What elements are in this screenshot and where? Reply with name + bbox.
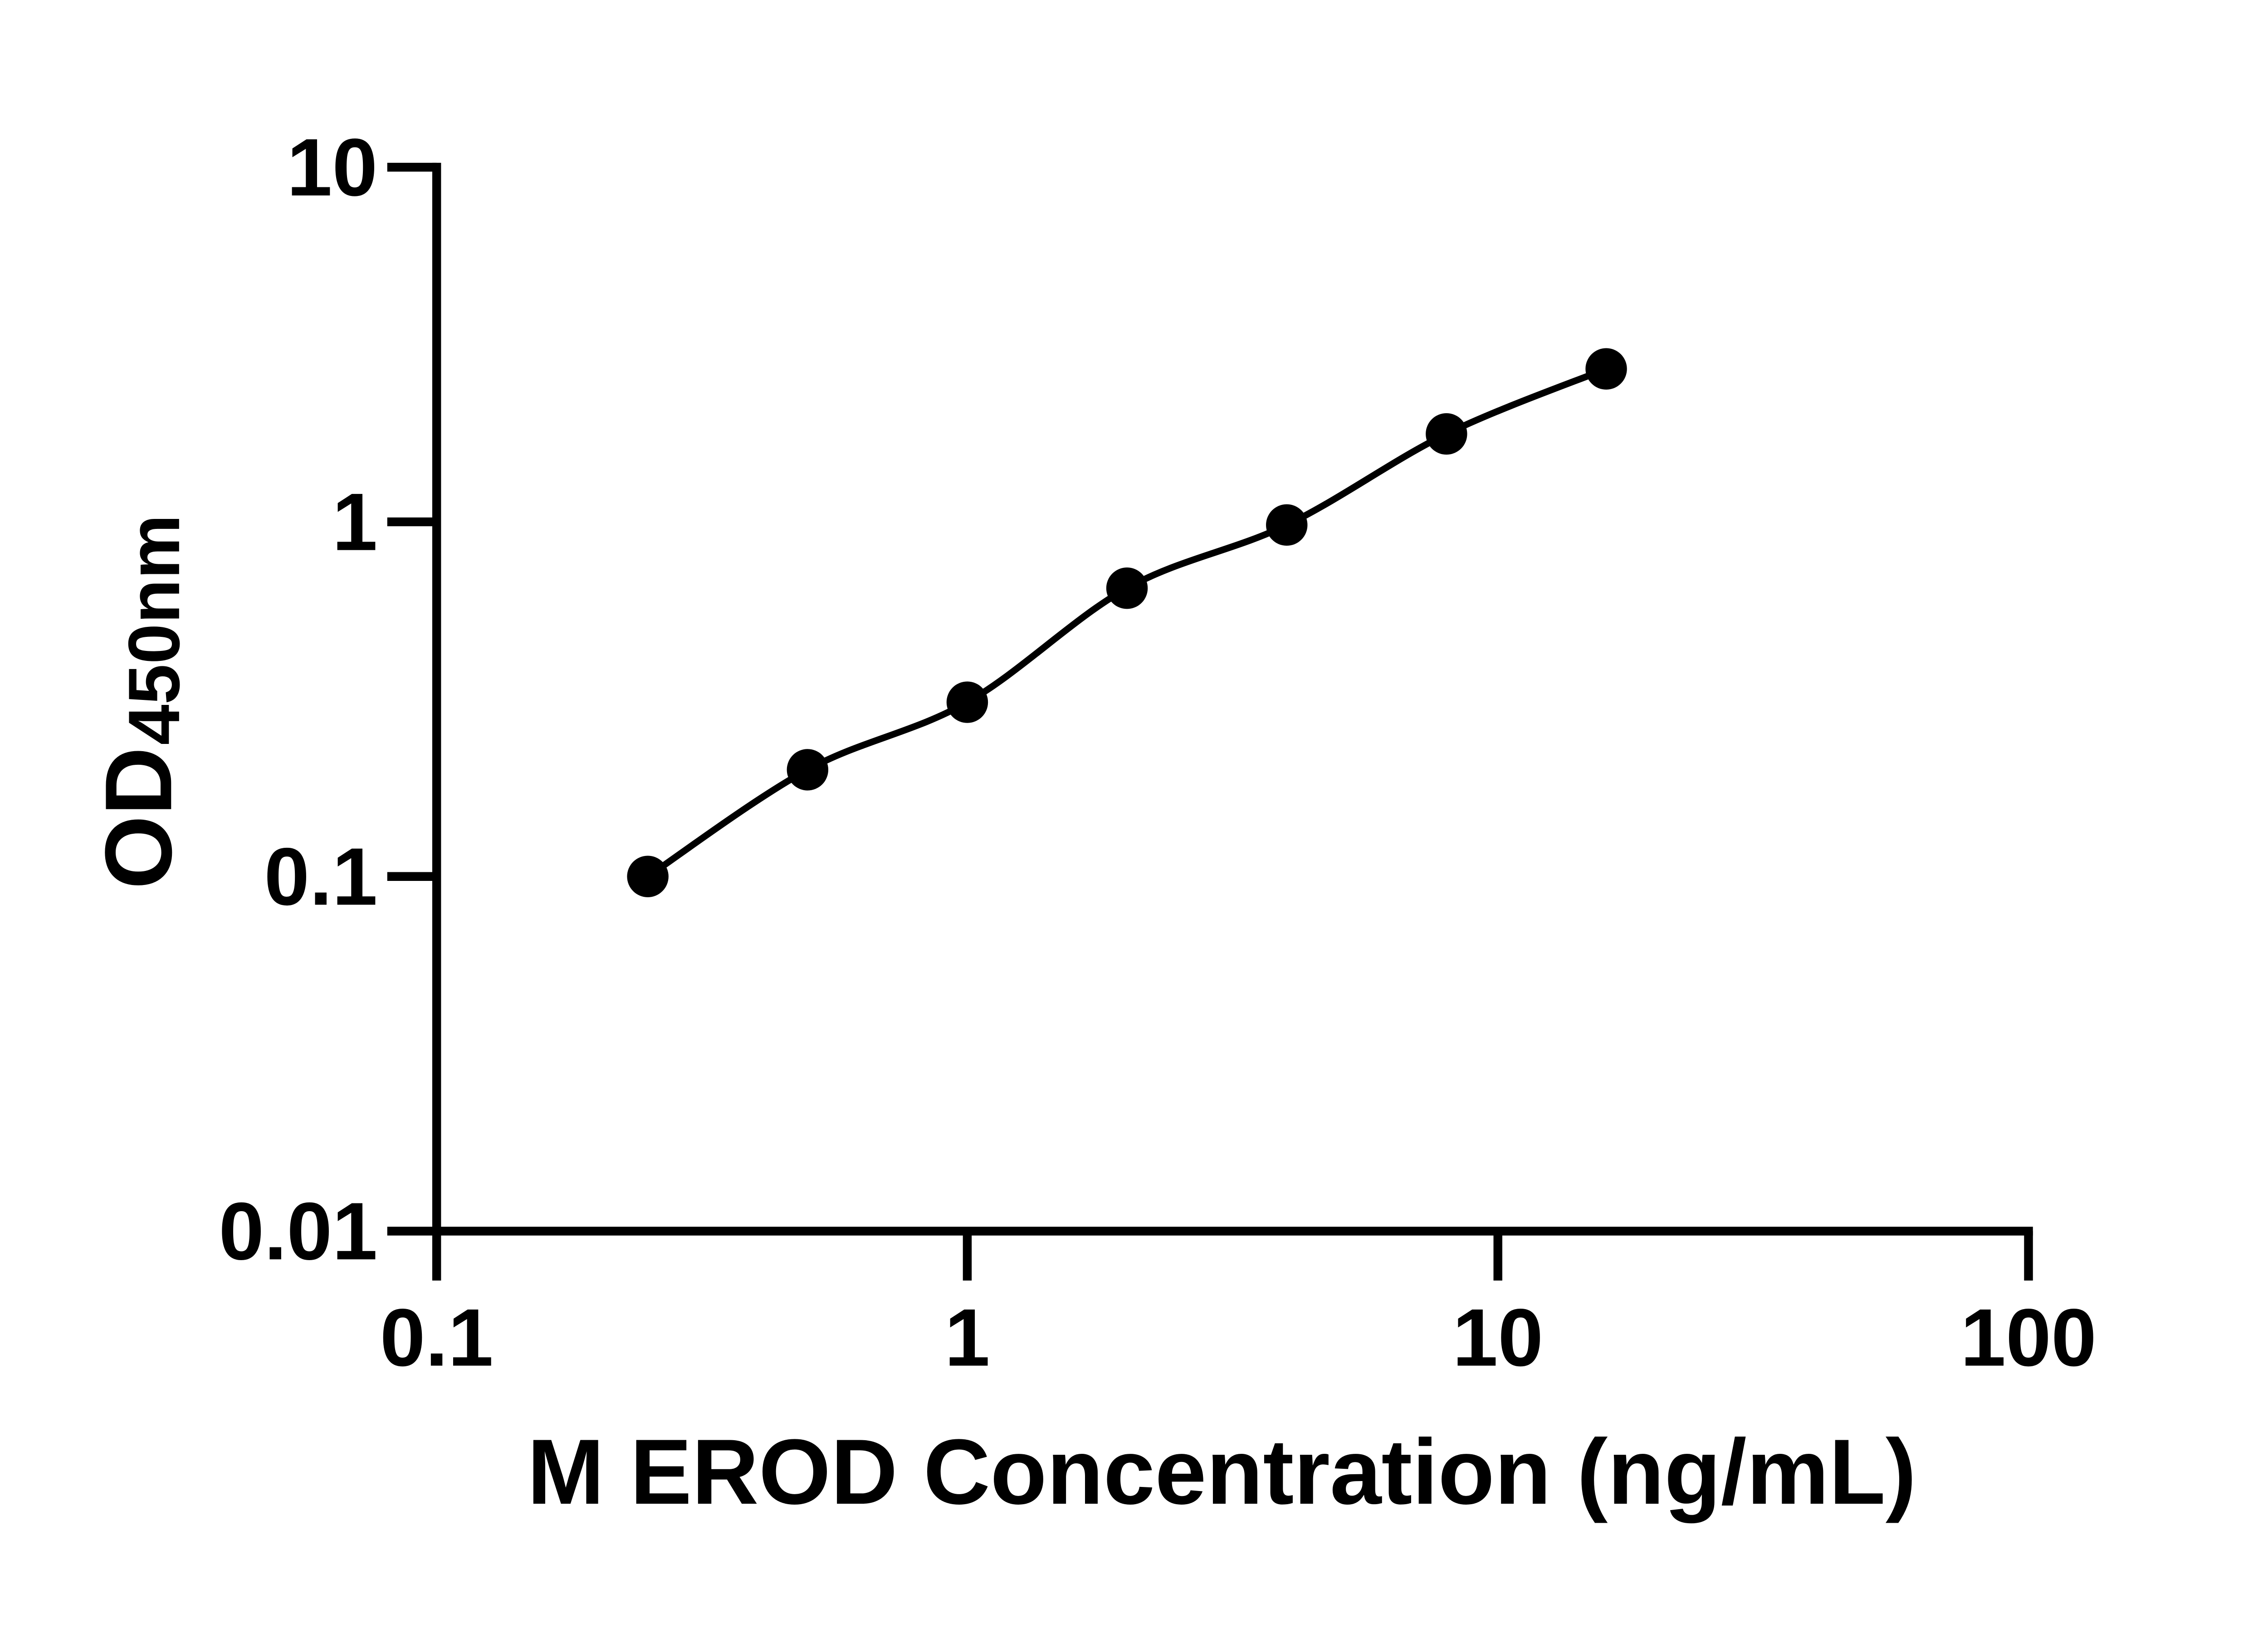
data-point <box>1426 413 1467 455</box>
data-point <box>1106 567 1148 609</box>
data-point <box>946 681 988 723</box>
data-points <box>627 348 1627 897</box>
x-tick-label: 10 <box>1452 1292 1543 1384</box>
y-tick-label: 1 <box>332 477 377 568</box>
data-point <box>1585 348 1627 390</box>
y-axis-title: OD 450nm <box>86 514 195 889</box>
x-axis-ticks: 0.1 1 10 100 <box>380 1231 2097 1384</box>
y-axis-title-subscript: 450nm <box>113 514 195 745</box>
y-tick-label: 0.01 <box>219 1186 377 1277</box>
axes-lines <box>432 162 2033 1236</box>
y-tick-label: 10 <box>287 122 377 213</box>
y-axis-ticks: 10 1 0.1 0.01 <box>219 122 437 1277</box>
data-point <box>787 749 829 791</box>
x-axis-title: M EROD Concentration (ng/mL) <box>527 1420 1916 1524</box>
x-tick-label: 0.1 <box>380 1292 494 1384</box>
data-point <box>1266 504 1308 546</box>
x-tick-label: 100 <box>1960 1292 2097 1384</box>
data-point <box>627 856 669 897</box>
x-tick-label: 1 <box>944 1292 990 1384</box>
y-axis-title-main: OD <box>86 747 191 890</box>
y-tick-label: 0.1 <box>264 831 377 922</box>
